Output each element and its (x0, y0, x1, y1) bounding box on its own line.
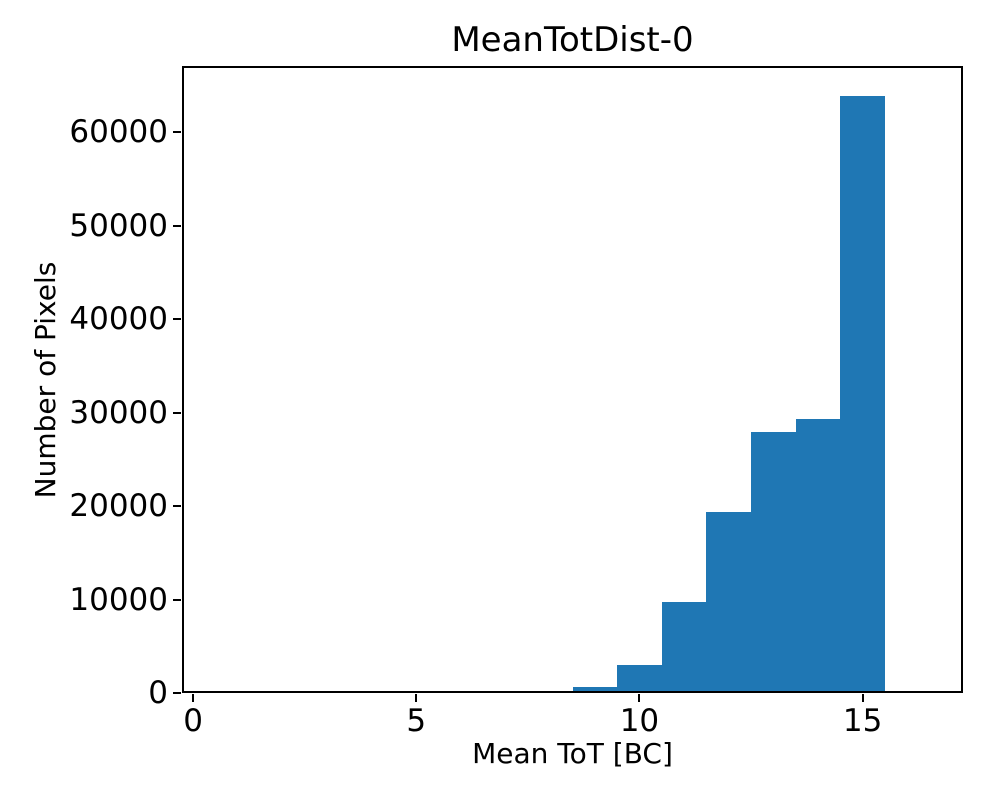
x-tick-mark (415, 694, 418, 702)
x-tick-mark (861, 694, 864, 702)
histogram-bar (840, 95, 885, 693)
y-tick-label: 20000 (69, 488, 168, 525)
histogram-bar (527, 691, 573, 693)
y-tick-label: 10000 (69, 581, 168, 618)
y-tick-mark (173, 598, 181, 601)
y-tick-mark (173, 411, 181, 414)
y-tick-mark (173, 692, 181, 694)
y-tick-mark (173, 505, 181, 508)
histogram-bar (751, 431, 796, 693)
x-axis-label: Mean ToT [BC] (472, 737, 673, 770)
y-tick-label: 50000 (69, 207, 168, 244)
y-axis-label: Number of Pixels (29, 261, 62, 499)
histogram-bar (795, 418, 841, 693)
y-tick-label: 40000 (69, 301, 168, 338)
chart-title: MeanTotDist-0 (451, 20, 694, 60)
x-tick-label: 10 (619, 703, 660, 739)
y-tick-label: 30000 (69, 394, 168, 431)
x-tick-label: 5 (406, 703, 427, 739)
x-tick-label: 0 (183, 703, 204, 739)
histogram-bar (706, 511, 751, 693)
x-tick-label: 15 (842, 703, 883, 739)
y-tick-mark (173, 224, 181, 227)
y-tick-mark (173, 131, 181, 134)
histogram-bar (572, 687, 618, 693)
histogram-bar (661, 602, 707, 693)
y-tick-label: 0 (148, 675, 168, 711)
x-tick-mark (638, 694, 641, 702)
y-tick-label: 60000 (69, 114, 168, 151)
histogram-bar (617, 664, 662, 693)
x-tick-mark (192, 694, 195, 702)
y-tick-mark (173, 318, 181, 321)
